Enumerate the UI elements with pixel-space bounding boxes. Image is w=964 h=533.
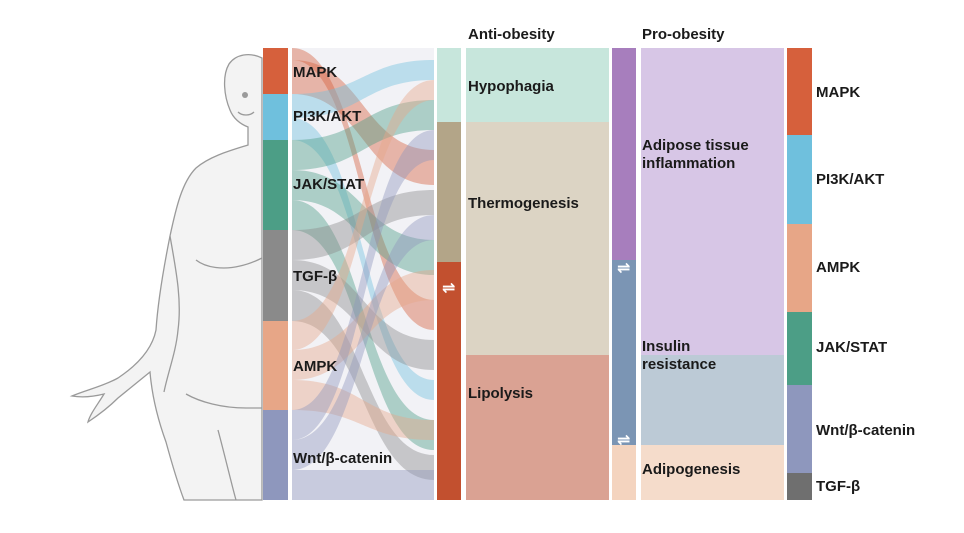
reversible-arrow-icon: ⇌ bbox=[617, 258, 631, 277]
reversible-arrow-icon: ⇌ bbox=[442, 278, 456, 297]
right-pathway-label: PI3K/AKT bbox=[816, 171, 885, 188]
pro-divider-bar bbox=[612, 48, 636, 260]
left-pathway-node bbox=[263, 94, 288, 140]
left-pathway-label: TGF-β bbox=[293, 268, 338, 285]
pro-obesity-outcome-label: Adipose tissue inflammation bbox=[642, 137, 749, 172]
pro-obesity-header: Pro-obesity bbox=[642, 26, 725, 43]
right-pathway-label: Wnt/β-catenin bbox=[816, 422, 916, 439]
anti-obesity-outcome-box bbox=[466, 355, 609, 500]
right-pathway-node bbox=[787, 473, 812, 500]
left-flow-ribbon bbox=[292, 270, 434, 380]
anti-obesity-outcome-label: Lipolysis bbox=[468, 385, 534, 402]
left-pathway-node bbox=[263, 230, 288, 321]
left-flow-ribbon bbox=[292, 380, 434, 440]
left-pathway-node bbox=[263, 410, 288, 500]
right-pathway-label: TGF-β bbox=[816, 478, 861, 495]
left-pathway-label: PI3K/AKT bbox=[293, 108, 362, 125]
human-figure-illustration bbox=[69, 53, 263, 501]
reversible-arrow-icon: ⇌ bbox=[617, 430, 631, 449]
left-flow-panel bbox=[292, 48, 434, 500]
anti-obesity-outcome-box bbox=[466, 48, 609, 122]
left-flow-ribbon bbox=[292, 48, 434, 330]
right-pathway-node bbox=[787, 385, 812, 473]
pro-obesity-outcome-label: Adipogenesis bbox=[642, 461, 741, 478]
left-flow-ribbon bbox=[292, 290, 434, 480]
pro-obesity-outcome-box bbox=[641, 48, 784, 92]
left-flow-ribbon bbox=[292, 215, 434, 470]
right-pathway-node bbox=[787, 48, 812, 135]
right-pathway-node bbox=[787, 224, 812, 312]
left-flow-ribbon bbox=[292, 260, 434, 370]
anti-obesity-outcome-label: Hypophagia bbox=[468, 78, 554, 95]
node-bars bbox=[263, 48, 812, 500]
anti-obesity-header: Anti-obesity bbox=[468, 26, 555, 43]
right-pathway-label: AMPK bbox=[816, 259, 861, 276]
pro-obesity-outcome-label: Insulin resistance bbox=[642, 338, 717, 373]
right-pathway-label: MAPK bbox=[816, 84, 861, 101]
anti-divider-bar bbox=[437, 122, 461, 262]
left-pathway-label: AMPK bbox=[293, 358, 338, 375]
anti-obesity-outcome-box bbox=[466, 122, 609, 355]
pro-obesity-outcome-box bbox=[641, 92, 784, 355]
left-pathway-node bbox=[263, 48, 288, 94]
left-flow-ribbon bbox=[292, 100, 434, 170]
anti-divider-bar bbox=[437, 262, 461, 500]
anti-obesity-outcome-label: Thermogenesis bbox=[468, 195, 579, 212]
left-flow-ribbon bbox=[292, 130, 434, 440]
right-pathway-label: JAK/STAT bbox=[816, 339, 888, 356]
pro-obesity-outcome-box bbox=[641, 355, 784, 445]
left-flow-ribbon bbox=[292, 170, 434, 275]
left-flow-ribbon bbox=[292, 60, 434, 185]
left-pathway-node bbox=[263, 140, 288, 230]
left-flow-ribbon bbox=[292, 470, 434, 500]
left-pathway-node bbox=[263, 321, 288, 410]
left-flow-ribbon bbox=[292, 190, 434, 260]
right-pathway-node bbox=[787, 135, 812, 224]
left-flow-ribbon bbox=[292, 118, 434, 400]
left-pathway-label: Wnt/β-catenin bbox=[293, 450, 393, 467]
pro-obesity-outcome-box bbox=[641, 445, 784, 500]
anti-divider-bar bbox=[437, 48, 461, 122]
left-flow-ribbon bbox=[292, 80, 434, 350]
pro-divider-bar bbox=[612, 445, 636, 500]
left-pathway-label: MAPK bbox=[293, 64, 338, 81]
right-pathway-node bbox=[787, 312, 812, 385]
left-flow-ribbon bbox=[292, 60, 434, 118]
left-flow-ribbon bbox=[292, 200, 434, 450]
left-pathway-label: JAK/STAT bbox=[293, 176, 365, 193]
left-flow-ribbons bbox=[292, 48, 434, 500]
pro-divider-bar bbox=[612, 260, 636, 445]
